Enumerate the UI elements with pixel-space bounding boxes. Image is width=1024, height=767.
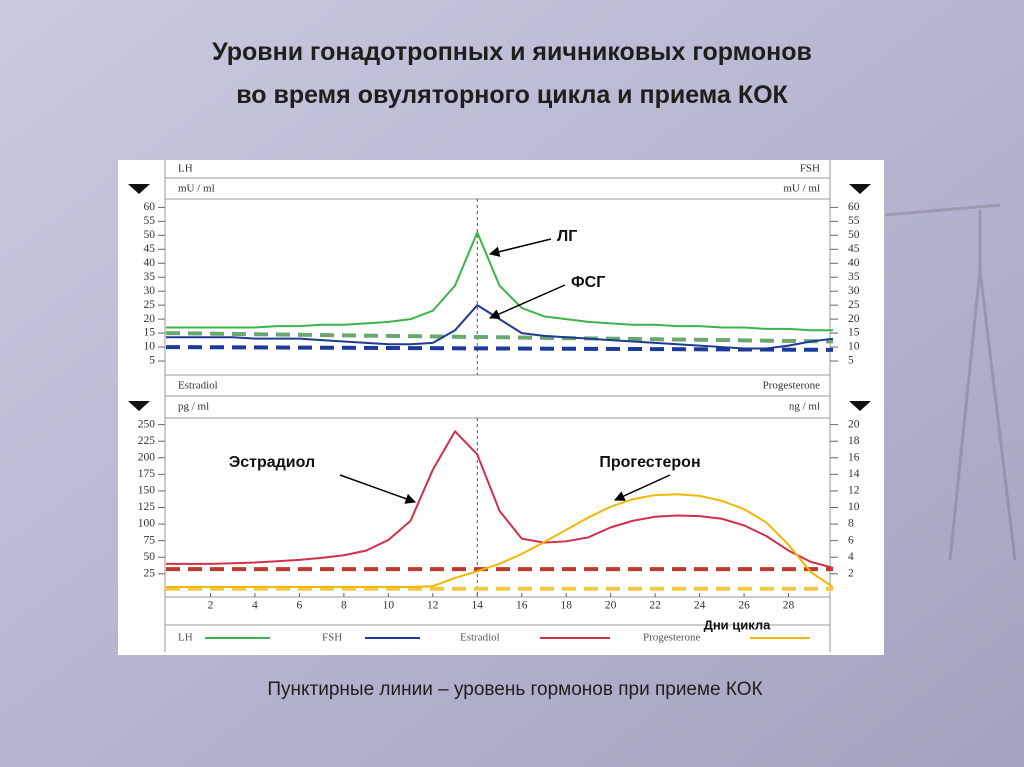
y-tick-label: 100	[138, 518, 156, 530]
header-label: LH	[178, 163, 193, 175]
y-tick-label: 45	[144, 243, 156, 255]
annotation-arrow	[614, 474, 671, 501]
y-tick-label: 10	[144, 341, 156, 353]
y-tick-label: 60	[144, 201, 156, 213]
series-line	[166, 430, 834, 569]
y-tick-label: 25	[144, 567, 156, 579]
x-tick-label: 22	[649, 600, 661, 612]
y2-tick-label: 6	[848, 534, 854, 546]
dashed-level	[165, 331, 834, 344]
axis-unit: ng / ml	[789, 401, 820, 413]
y2-tick-label: 12	[848, 485, 860, 497]
axis-unit: pg / ml	[178, 401, 209, 413]
y-tick-label: 125	[138, 501, 156, 513]
x-tick-label: 20	[605, 600, 617, 612]
x-tick-label: 18	[560, 600, 572, 612]
legend-label: LH	[178, 632, 193, 644]
y-tick-label: 55	[144, 215, 156, 227]
annotation: ЛГ	[557, 228, 577, 245]
y-tick-label: 25	[144, 299, 156, 311]
annotation: ФСГ	[571, 274, 605, 291]
legend-label: Estradiol	[460, 632, 500, 644]
title-line: во время овуляторного цикла и приема КОК	[236, 81, 788, 109]
y2-tick-label: 18	[848, 435, 860, 447]
y-tick-label: 150	[138, 485, 156, 497]
y2-tick-label: 10	[848, 341, 860, 353]
x-tick-label: 16	[516, 600, 528, 612]
axis-triangles	[128, 184, 871, 411]
x-tick-label: 10	[383, 600, 395, 612]
chart-panel	[118, 160, 884, 655]
y2-tick-label: 8	[848, 518, 854, 530]
series-line	[166, 304, 834, 350]
axis-unit: mU / ml	[783, 183, 820, 195]
y-tick-label: 250	[138, 418, 156, 430]
y2-tick-label: 15	[848, 327, 860, 339]
y-tick-label: 75	[144, 534, 156, 546]
caption: Пунктирные линии – уровень гормонов при …	[267, 679, 762, 700]
dashed-level	[165, 345, 834, 352]
x-tick-label: 4	[252, 600, 258, 612]
y2-tick-label: 2	[848, 567, 854, 579]
y2-tick-label: 45	[848, 243, 860, 255]
y2-tick-label: 40	[848, 257, 860, 269]
x-axis-label: Дни цикла	[704, 617, 772, 632]
y2-tick-label: 4	[848, 551, 854, 563]
annotation-arrow	[339, 474, 416, 504]
header-label: Estradiol	[178, 380, 218, 392]
x-tick-label: 14	[472, 600, 484, 612]
y2-tick-label: 35	[848, 271, 860, 283]
y-tick-label: 15	[144, 327, 156, 339]
legend-label: FSH	[322, 632, 342, 644]
axis-unit: mU / ml	[178, 183, 215, 195]
x-tick-label: 8	[341, 600, 347, 612]
header-label: FSH	[800, 163, 820, 175]
annotation: Эстрадиол	[229, 454, 315, 471]
y-tick-label: 40	[144, 257, 156, 269]
chart-frame	[164, 160, 831, 652]
y2-tick-label: 20	[848, 313, 860, 325]
x-tick-label: 6	[297, 600, 303, 612]
y2-tick-label: 30	[848, 285, 860, 297]
x-tick-label: 26	[738, 600, 750, 612]
y-tick-label: 20	[144, 313, 156, 325]
y2-tick-label: 10	[848, 501, 860, 513]
y2-tick-label: 14	[848, 468, 860, 480]
y2-tick-label: 25	[848, 299, 860, 311]
title-line: Уровни гонадотропных и яичниковых гормон…	[212, 38, 812, 66]
y2-tick-label: 20	[848, 418, 860, 430]
y2-tick-label: 55	[848, 215, 860, 227]
legend-label: Progesterone	[643, 632, 701, 644]
y-tick-label: 225	[138, 435, 156, 447]
annotation-arrow	[489, 284, 566, 319]
y-tick-label: 30	[144, 285, 156, 297]
annotation: Прогестерон	[599, 454, 700, 471]
y-tick-label: 5	[149, 355, 155, 367]
scales-decoration	[884, 203, 1017, 561]
x-tick-label: 2	[208, 600, 214, 612]
y2-tick-label: 5	[848, 355, 854, 367]
y-tick-label: 50	[144, 229, 156, 241]
x-tick-label: 12	[427, 600, 439, 612]
y2-tick-label: 16	[848, 451, 860, 463]
x-tick-label: 28	[783, 600, 795, 612]
y-tick-label: 50	[144, 551, 156, 563]
header-label: Progesterone	[763, 380, 821, 392]
series-line	[166, 231, 833, 332]
series-line	[166, 493, 834, 589]
y-tick-label: 35	[144, 271, 156, 283]
annotation-arrow	[488, 238, 552, 257]
y2-tick-label: 50	[848, 229, 860, 241]
y-tick-label: 200	[138, 451, 156, 463]
y2-tick-label: 60	[848, 201, 860, 213]
y-tick-label: 175	[138, 468, 156, 480]
x-tick-label: 24	[694, 600, 706, 612]
